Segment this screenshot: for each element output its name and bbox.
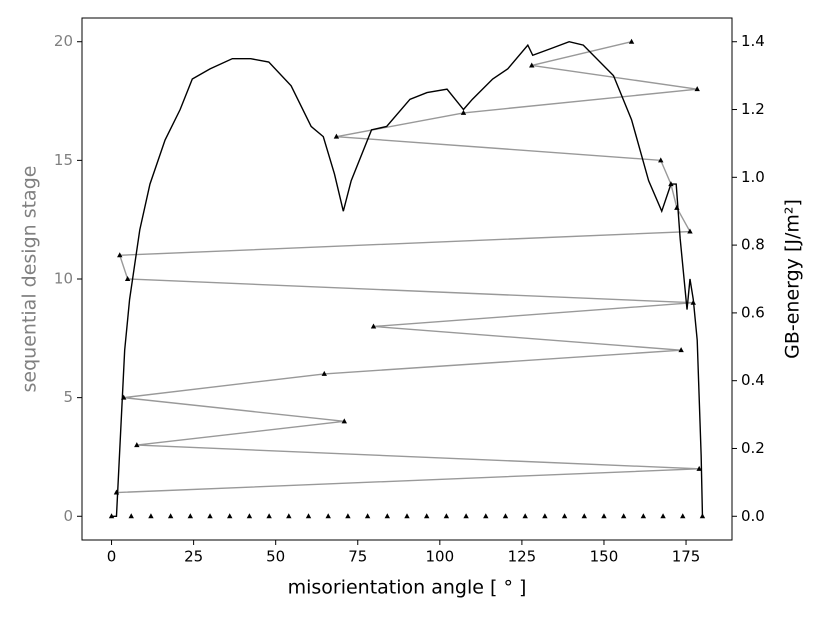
marker [187, 513, 194, 519]
marker [522, 513, 528, 519]
y-axis-label: sequential design stage [19, 166, 41, 393]
series-line [111, 40, 704, 517]
marker [658, 157, 664, 163]
marker [660, 513, 666, 519]
marker [620, 513, 627, 519]
marker [341, 418, 347, 424]
x-tick-label: 125 [508, 548, 537, 566]
x-axis-label: misorientation angle [ ° ] [288, 577, 527, 599]
marker [680, 513, 686, 519]
marker [694, 86, 700, 92]
marker [333, 133, 340, 139]
marker [628, 38, 635, 44]
marker [134, 442, 140, 448]
x-tick-label: 25 [184, 548, 203, 566]
marker [502, 513, 509, 519]
marker [345, 513, 351, 519]
y-tick-label: 15 [54, 151, 73, 169]
marker [678, 347, 684, 353]
y2-tick-label: 0.8 [741, 236, 765, 254]
x-tick-label: 175 [672, 548, 701, 566]
marker [696, 465, 702, 471]
series-line [116, 41, 700, 494]
y2-tick-label: 0.2 [741, 439, 765, 457]
x-tick-label: 75 [348, 548, 367, 566]
marker [463, 513, 469, 519]
marker [542, 513, 548, 519]
x-tick-label: 50 [266, 548, 285, 566]
plot-frame [81, 17, 733, 541]
marker [443, 513, 450, 519]
y2-tick-label: 1.0 [741, 168, 765, 186]
y-tick-label: 5 [63, 388, 73, 406]
x-tick-label: 150 [590, 548, 619, 566]
y2-tick-label: 1.2 [741, 100, 765, 118]
marker [246, 513, 253, 519]
marker [305, 513, 312, 519]
x-tick-label: 0 [107, 548, 117, 566]
y2-tick-label: 0.0 [741, 507, 765, 525]
marker [227, 513, 233, 519]
marker [483, 513, 489, 519]
y-tick-label: 10 [54, 270, 73, 288]
marker [581, 513, 587, 519]
marker [325, 513, 331, 519]
marker [321, 370, 327, 376]
marker [148, 513, 154, 519]
marker [117, 252, 123, 258]
marker [687, 228, 693, 234]
marker [423, 513, 430, 519]
y-tick-label: 20 [54, 32, 73, 50]
marker [601, 513, 607, 519]
marker [266, 513, 272, 519]
marker [404, 513, 410, 519]
marker [128, 513, 134, 519]
y2-tick-label: 1.4 [741, 32, 765, 50]
marker [370, 323, 377, 329]
x-tick-label: 100 [426, 548, 455, 566]
marker [460, 109, 467, 115]
marker [124, 276, 131, 281]
marker [207, 513, 213, 519]
y2-tick-label: 0.4 [741, 371, 765, 389]
marker [364, 513, 371, 519]
marker [286, 513, 292, 519]
y2-tick-label: 0.6 [741, 303, 765, 321]
y2-axis-label: GB-energy [J/m²] [782, 199, 804, 359]
marker [640, 513, 647, 519]
marker [167, 513, 174, 519]
marker [561, 513, 568, 519]
marker [384, 513, 391, 519]
marker [674, 204, 680, 210]
marker [529, 62, 535, 68]
y-tick-label: 0 [63, 507, 73, 525]
